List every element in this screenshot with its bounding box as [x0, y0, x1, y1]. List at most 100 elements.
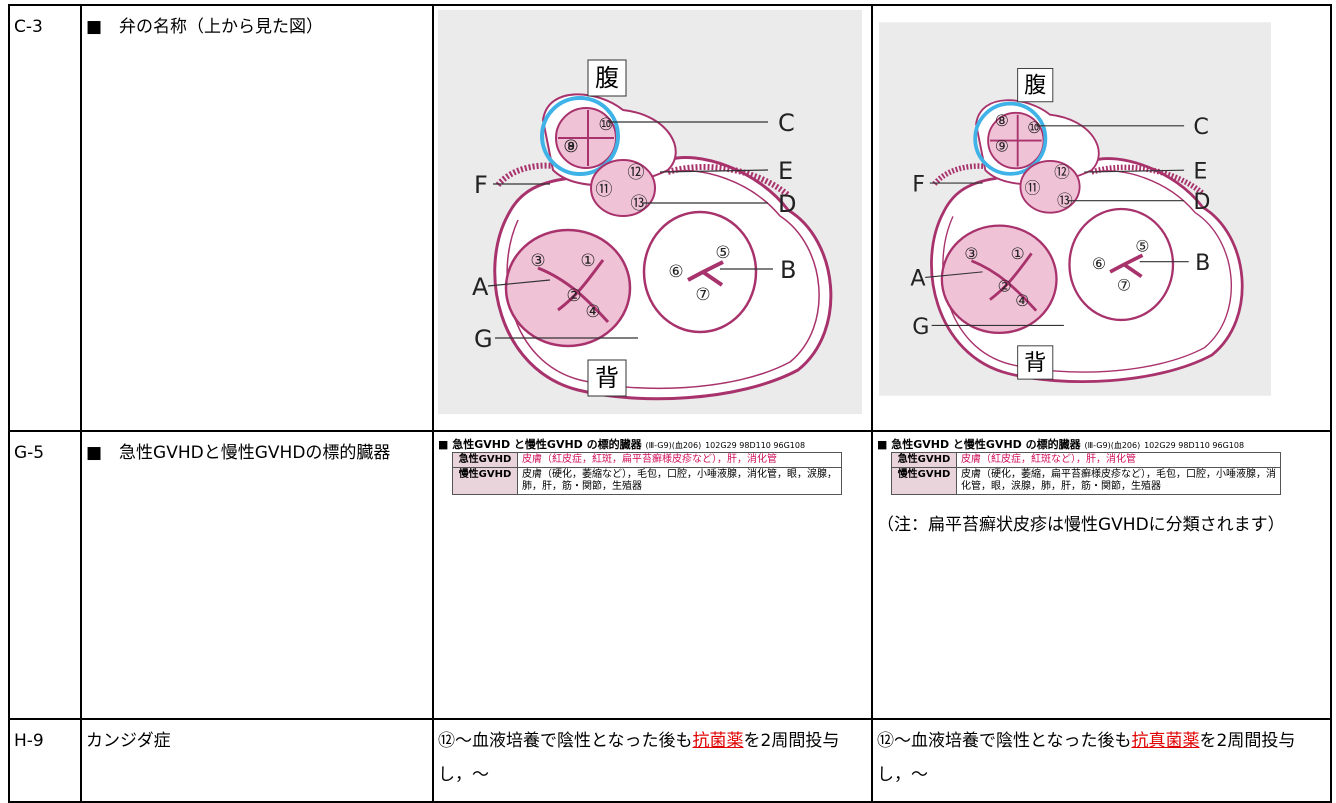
- valve-number: ⑬: [631, 194, 648, 214]
- valve-number: ⑨: [563, 137, 578, 157]
- cusp-line: [970, 252, 1038, 312]
- text: ⑫～血液培養で陰性となった後も: [438, 731, 693, 751]
- valve-number: ④: [1015, 291, 1029, 310]
- topic: ■ 弁の名称（上から見た図）: [80, 4, 434, 432]
- highlight-ring: [540, 96, 620, 176]
- callout-label: D: [778, 190, 796, 218]
- callout-label: B: [1195, 250, 1210, 276]
- leader-line: [659, 169, 769, 173]
- valve-number: ①: [1011, 244, 1025, 263]
- valve-number: ⑪: [1025, 178, 1041, 197]
- text: を2周間投与し，～: [438, 731, 840, 785]
- mitral: [940, 224, 1058, 335]
- mini-row: 急性GVHD 皮膚（紅皮症，紅斑，扁平苔癬様皮疹など），肝，消化管: [452, 452, 842, 468]
- valve-number: ⑬: [1057, 191, 1073, 210]
- mitral: [504, 228, 632, 348]
- text: ⑫～血液培養で陰性となった後も: [877, 731, 1132, 751]
- valve-number: ⑩: [1027, 118, 1041, 137]
- label: 腹: [1024, 73, 1046, 99]
- heading: ■ 急性GVHD と慢性GVHD の標的臓器: [438, 438, 642, 451]
- mini-row: 慢性GVHD 皮膚（硬化，萎縮など），毛包，口腔，小唾液腺，消化管，眼，涙腺，肺，…: [452, 467, 842, 495]
- row-key: 急性GVHD: [452, 452, 518, 468]
- mini-table: ■ 急性GVHD と慢性GVHD の標的臓器 (Ⅲ-G9)(血206) 102G…: [438, 438, 867, 495]
- leader-line: [1084, 169, 1185, 173]
- valve-number: ⑧: [563, 137, 578, 157]
- valve-number: ②: [998, 276, 1012, 295]
- row: G-5 ■ 急性GVHDと慢性GVHDの標的臓器 ■ 急性GVHD と慢性GVH…: [8, 430, 1332, 720]
- callout-label: F: [912, 171, 925, 197]
- valve-number: ⑦: [1117, 275, 1131, 294]
- row-value: 皮膚（硬化，萎縮など），毛包，口腔，小唾液腺，消化管，眼，涙腺，肺，肝，筋・関節…: [517, 467, 842, 495]
- cusp-line: [989, 114, 1042, 167]
- codes: 102G29 98D110 96G108: [1144, 441, 1245, 450]
- label-box: [1017, 68, 1054, 103]
- valve-number: ④: [585, 302, 600, 322]
- valve-number: ⑧: [995, 111, 1009, 130]
- valve-number: ⑪: [596, 180, 613, 200]
- row: H-9 カンジダ症 ⑫～血液培養で陰性となった後も抗菌薬を2周間投与し，～ ⑫～…: [8, 718, 1332, 803]
- label-box: [587, 59, 627, 97]
- codes: 102G29 98D110 96G108: [705, 441, 806, 450]
- topic: ■ 急性GVHDと慢性GVHDの標的臓器: [80, 430, 434, 720]
- cusp-line: [537, 259, 610, 324]
- note: （注：扁平苔癬状皮疹は慢性GVHDに分類されます）: [877, 515, 1285, 535]
- mini-grid: 急性GVHD 皮膚（紅皮症，紅斑，扁平苔癬様皮疹など），肝，消化管 慢性GVHD 皮膚…: [452, 452, 842, 495]
- cusp-line: [1109, 253, 1144, 279]
- valve-number: ②: [566, 286, 581, 306]
- callout-label: G: [912, 314, 929, 340]
- valve-number: ⑨: [995, 137, 1009, 156]
- label: 腹: [595, 64, 619, 92]
- cusp-line: [558, 110, 614, 166]
- mini-row: 急性GVHD 皮膚（紅皮症，紅斑など），肝，消化管: [891, 452, 1281, 468]
- valve-number: ⑫: [628, 163, 645, 183]
- valve-number: ⑤: [1135, 237, 1149, 256]
- leader-line: [487, 279, 551, 287]
- row-value: 皮膚（紅皮症，紅斑など），肝，消化管: [956, 452, 1281, 468]
- valve-number: ③: [964, 244, 978, 263]
- row-value: 皮膚（硬化，萎縮，扁平苔癬様皮疹など），毛包，口腔，小唾液腺，消化管，眼，涙腺，…: [956, 467, 1281, 495]
- text-cell: ⑫～血液培養で陰性となった後も抗菌薬を2周間投与し，～: [432, 718, 873, 803]
- highlight: 抗真菌薬: [1131, 731, 1200, 751]
- reference: (Ⅲ-G9)(血206): [645, 441, 702, 450]
- text: を2周間投与し，～: [877, 731, 1296, 785]
- text-cell: ⑫～血液培養で陰性となった後も抗真菌薬を2周間投与し，～: [871, 718, 1332, 803]
- row-id: C-3: [8, 4, 82, 432]
- callout-label: C: [1193, 114, 1208, 140]
- callout-label: E: [1193, 158, 1207, 184]
- cusp-line: [687, 260, 724, 287]
- row-key: 慢性GVHD: [452, 467, 518, 495]
- heading: ■ 急性GVHD と慢性GVHD の標的臓器: [877, 438, 1081, 451]
- label-box: [587, 359, 627, 397]
- callout-label: E: [778, 157, 793, 185]
- row-value: 皮膚（紅皮症，紅斑，扁平苔癬様皮疹など），肝，消化管: [517, 452, 842, 468]
- highlight-ring: [973, 101, 1048, 176]
- reference: (Ⅲ-G9)(血206): [1084, 441, 1141, 450]
- valve-number: ③: [530, 251, 545, 271]
- valve-number: ⑥: [668, 262, 683, 282]
- callout-label: A: [910, 266, 925, 292]
- mini-heading: ■ 急性GVHD と慢性GVHD の標的臓器 (Ⅲ-G9)(血206) 102G…: [438, 438, 867, 452]
- label-box: [1017, 345, 1054, 380]
- vessel: [1090, 164, 1205, 196]
- leader-line: [925, 271, 983, 278]
- row-id: H-9: [8, 718, 82, 803]
- valve: [1019, 160, 1081, 214]
- highlight: 抗菌薬: [692, 731, 744, 751]
- callout-label: A: [472, 273, 489, 301]
- callout-label: B: [780, 256, 796, 284]
- mini-table: ■ 急性GVHD と慢性GVHD の標的臓器 (Ⅲ-G9)(血206) 102G…: [877, 438, 1326, 495]
- valve-number: ①: [580, 251, 595, 271]
- callout-label: C: [778, 109, 795, 137]
- heart-inner: [506, 169, 820, 390]
- valve-number: ⑥: [1092, 254, 1106, 273]
- row-id: G-5: [8, 430, 82, 720]
- callout-label: G: [474, 325, 493, 353]
- mini-row: 慢性GVHD 皮膚（硬化，萎縮，扁平苔癬様皮疹など），毛包，口腔，小唾液腺，消化管…: [891, 467, 1281, 495]
- valve-number: ⑫: [1054, 163, 1070, 182]
- mini-heading: ■ 急性GVHD と慢性GVHD の標的臓器 (Ⅲ-G9)(血206) 102G…: [877, 438, 1326, 452]
